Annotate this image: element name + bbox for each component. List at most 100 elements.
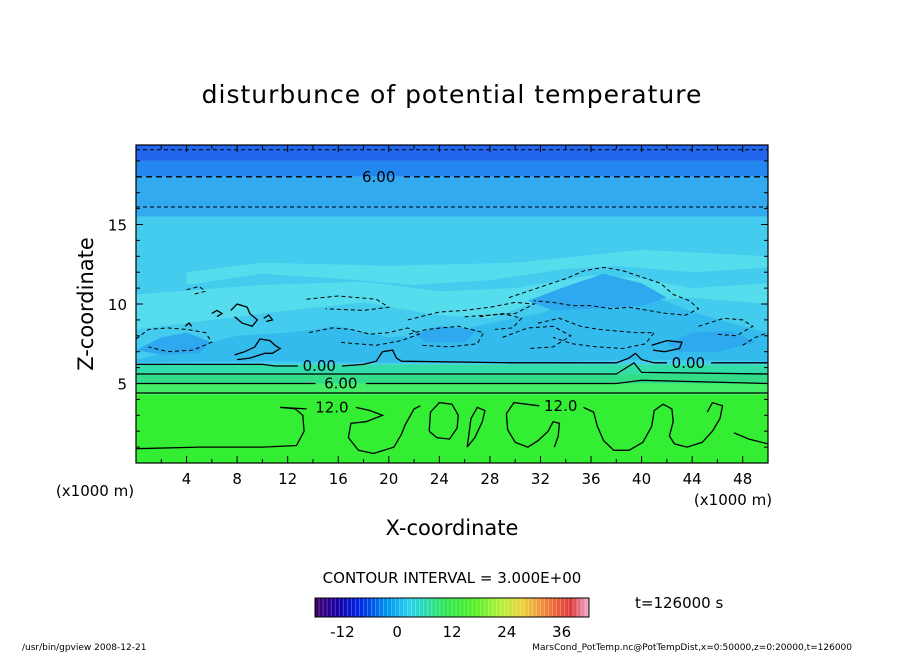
colorbar-cell	[580, 598, 586, 617]
shading-patch-4	[414, 326, 478, 343]
contour-line-15	[466, 406, 486, 448]
colorbar-cell	[556, 598, 562, 617]
contour-line-30	[186, 285, 207, 295]
contour-line-13	[136, 406, 305, 450]
contour-line-9	[366, 379, 768, 385]
colorbar-cell	[500, 598, 505, 617]
colorbar-cell	[371, 598, 376, 617]
colorbar-cell	[331, 598, 336, 617]
contour-line-25	[502, 325, 572, 349]
colorbar-cell	[452, 598, 457, 617]
colorbar-tick-label: 36	[552, 623, 571, 641]
colorbar-cell	[576, 598, 582, 617]
x-tick-label: 16	[329, 470, 348, 488]
contour-label-3: 12.0	[315, 398, 348, 416]
contour-line-18	[733, 432, 768, 445]
colorbar-cell	[560, 598, 566, 617]
band-5	[136, 176, 768, 217]
colorbar-cell	[504, 598, 509, 617]
colorbar-cell	[419, 598, 425, 617]
colorbar-cell	[367, 598, 372, 617]
colorbar-tick-label: 24	[497, 623, 516, 641]
x-tick-label: 4	[182, 470, 192, 488]
colorbar-cell	[415, 598, 421, 617]
colorbar-cell	[524, 598, 529, 617]
y-tick-label: 10	[108, 296, 127, 314]
colorbar-cell	[516, 598, 521, 617]
colorbar-cell	[456, 598, 461, 617]
contour-line-16	[505, 401, 561, 448]
x-tick-label: 40	[632, 470, 651, 488]
contour-label-2: 6.00	[324, 375, 357, 393]
colorbar-cell	[387, 598, 392, 617]
band-3	[136, 364, 768, 374]
colorbar-cell	[355, 598, 360, 617]
x-tick-label: 44	[683, 470, 702, 488]
colorbar-cell	[552, 598, 558, 617]
x-tick-label: 12	[278, 470, 297, 488]
colorbar-cell	[335, 598, 340, 617]
colorbar-cell	[447, 598, 453, 617]
colorbar-cell	[375, 598, 380, 617]
colorbar-cell	[363, 598, 368, 617]
contour-line-31	[230, 303, 259, 328]
x-tick-label: 24	[430, 470, 449, 488]
contour-line-27	[537, 317, 656, 350]
contour-line-20	[306, 295, 391, 311]
colorbar-cell	[548, 598, 554, 617]
colorbar-cell	[508, 598, 513, 617]
contour-line-34	[184, 322, 193, 327]
colorbar-cell	[572, 598, 578, 617]
contour-label-1: 0.00	[303, 357, 336, 375]
contour-line-7	[136, 361, 768, 375]
contour-line-33	[263, 314, 274, 323]
colorbar-cell	[399, 598, 405, 617]
colorbar-cell	[472, 598, 477, 617]
colorbar-cell	[359, 598, 364, 617]
colorbar-cell	[351, 598, 356, 617]
contour-lines	[136, 149, 768, 455]
colorbar-cell	[512, 598, 517, 617]
contour-line-32	[211, 309, 224, 318]
contour-label-5: 0.00	[672, 354, 705, 372]
colorbar-cell	[568, 598, 574, 617]
colorbar-cell	[323, 598, 328, 617]
contour-line-36	[651, 339, 683, 353]
contour-line-14	[428, 401, 459, 440]
time-label: t=126000 s	[635, 594, 723, 612]
contour-line-17	[583, 401, 724, 451]
contour-label-0: 6.00	[362, 168, 395, 186]
contour-interval-text: CONTOUR INTERVAL = 3.000E+00	[323, 569, 582, 587]
colorbar-cell	[476, 598, 481, 617]
colorbar-cell	[379, 598, 384, 617]
x-tick-label: 28	[480, 470, 499, 488]
y-tick-label: 15	[108, 217, 127, 235]
x-tick-label: 8	[232, 470, 242, 488]
colorbar-cell	[319, 598, 324, 617]
colorbar-cell	[411, 598, 417, 617]
y-axis-title: Z-coordinate	[74, 237, 98, 371]
shading-patch-0	[136, 291, 768, 363]
shading-patch-2	[527, 273, 667, 311]
colorbar-cell	[492, 598, 497, 617]
contour-line-29	[742, 332, 768, 346]
colorbar-ticks: -12 0 12 24 36	[330, 623, 571, 641]
band-0	[136, 394, 768, 463]
contour-label-4: 12.0	[544, 397, 577, 415]
colorbar-cell	[403, 598, 409, 617]
contour-line-26	[508, 266, 700, 316]
x-unit-label-right: (x1000 m)	[694, 491, 772, 509]
x-axis-ticks: 4 8 12 16 20 24 28 32 36 40 44 48	[160, 145, 769, 488]
contour-line-35	[234, 338, 282, 361]
x-tick-label: 32	[531, 470, 550, 488]
colorbar-cell	[460, 598, 465, 617]
colorbar-tick-label: -12	[330, 623, 355, 641]
contour-line-19	[136, 327, 213, 353]
x-axis-title: X-coordinate	[386, 516, 519, 540]
y-axis-ticks: 5 10 15	[108, 160, 768, 448]
colorbar-cell	[439, 598, 445, 617]
colorbar-cell	[315, 598, 320, 617]
colorbar-cell	[391, 598, 396, 617]
